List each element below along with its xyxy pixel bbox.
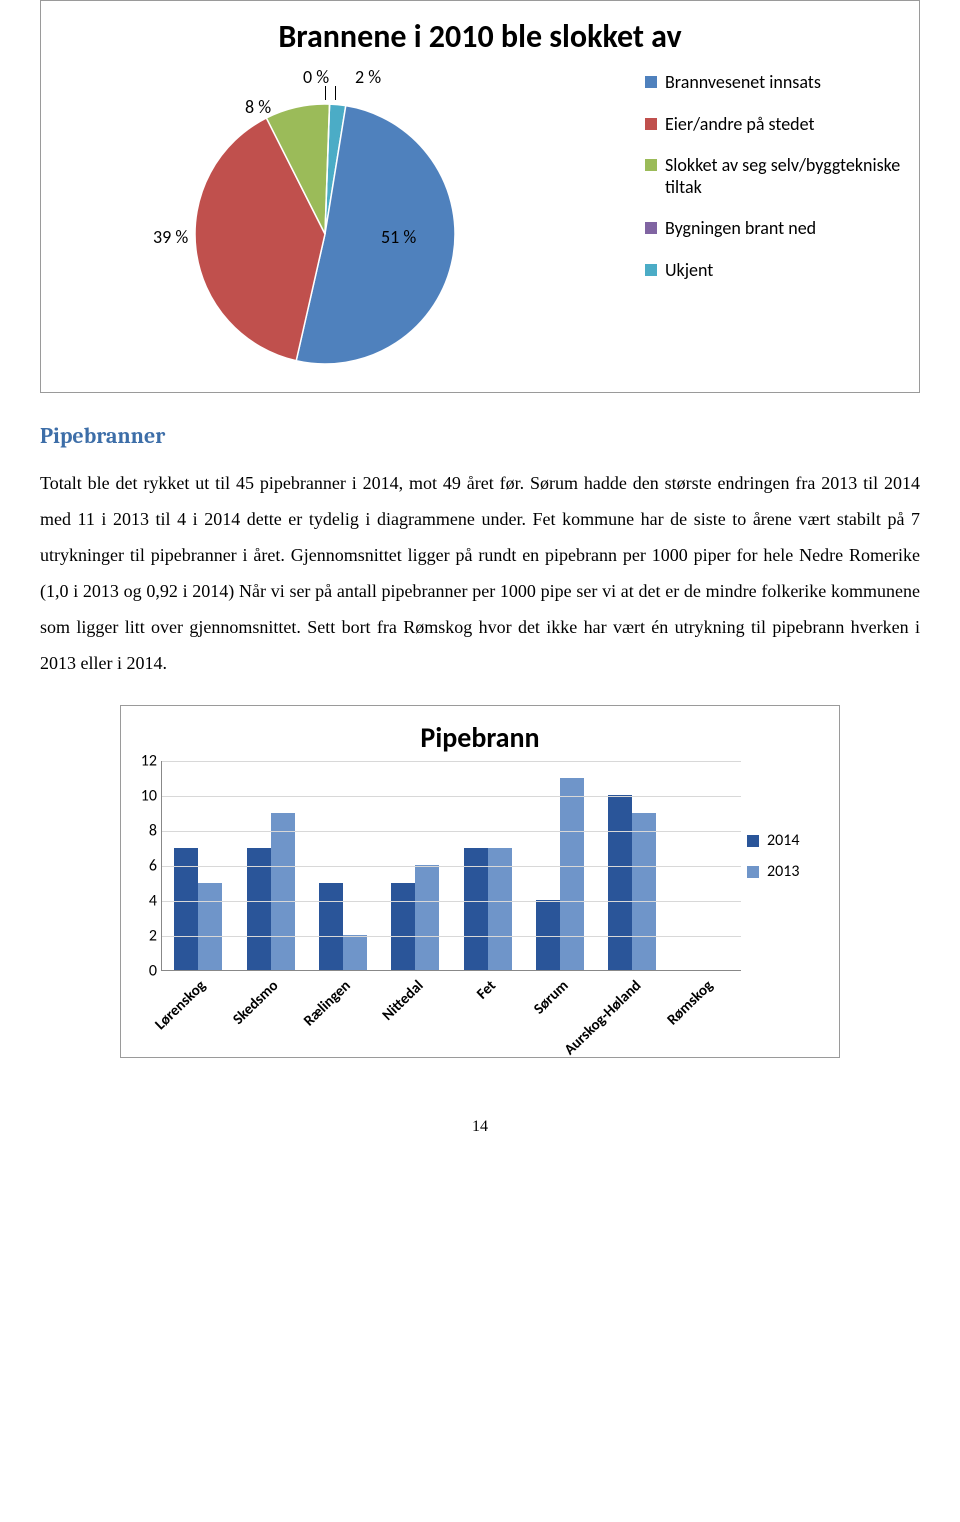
legend-item-2014: 2014	[747, 831, 827, 850]
gridline	[162, 796, 741, 797]
x-tick-label: Rælingen	[306, 971, 379, 1051]
pie-chart-box: Brannene i 2010 ble slokket av 0 % 2 % 8…	[40, 0, 920, 393]
bar	[608, 795, 632, 970]
legend-item-brannvesenet: Brannvesenet innsats	[645, 72, 905, 94]
legend-item-2013: 2013	[747, 862, 827, 881]
bar	[343, 935, 367, 970]
bar	[271, 813, 295, 971]
pie-legend: Brannvesenet innsats Eier/andre på stede…	[645, 64, 905, 302]
pie-label-8pct: 8 %	[245, 96, 271, 118]
legend-item-bygningen: Bygningen brant ned	[645, 218, 905, 240]
legend-item-eier: Eier/andre på stedet	[645, 114, 905, 136]
pie-plot: 0 % 2 % 8 % 39 % 51 %	[55, 64, 635, 374]
x-tick-label: Skedsmo	[234, 971, 307, 1051]
x-tick-label: Lørenskog	[161, 971, 234, 1051]
legend-swatch-icon	[747, 866, 759, 878]
legend-swatch-icon	[747, 835, 759, 847]
y-tick-label: 10	[133, 787, 157, 806]
pie-label-2pct: 2 %	[355, 66, 381, 88]
gridline	[162, 936, 741, 937]
plot-inner	[161, 761, 741, 971]
y-tick-label: 0	[133, 962, 157, 981]
pie-label-0pct: 0 %	[303, 66, 329, 88]
x-tick-label: Nittedal	[379, 971, 452, 1051]
bar-chart-box: Pipebrann LørenskogSkedsmoRælingenNitted…	[120, 705, 840, 1058]
x-tick-label: Rømskog	[669, 971, 742, 1051]
bar-chart-title: Pipebrann	[133, 716, 827, 761]
pie-chart-area: 0 % 2 % 8 % 39 % 51 % Brannvesenet innsa…	[55, 64, 905, 374]
legend-swatch-icon	[645, 76, 657, 88]
legend-item-ukjent: Ukjent	[645, 260, 905, 282]
legend-label: Eier/andre på stedet	[665, 114, 815, 136]
legend-label: Brannvesenet innsats	[665, 72, 821, 94]
x-tick-label: Fet	[451, 971, 524, 1051]
bar	[319, 883, 343, 971]
legend-label: Bygningen brant ned	[665, 218, 816, 240]
legend-swatch-icon	[645, 264, 657, 276]
y-tick-label: 12	[133, 752, 157, 771]
gridline	[162, 761, 741, 762]
bar	[415, 865, 439, 970]
bar-chart-area: LørenskogSkedsmoRælingenNittedalFetSørum…	[133, 761, 827, 1051]
pie-leader-2	[335, 86, 336, 100]
x-tick-label: Aurskog-Høland	[596, 971, 669, 1051]
legend-label: Slokket av seg selv/byggtekniske tiltak	[665, 155, 905, 198]
legend-label: Ukjent	[665, 260, 713, 282]
legend-swatch-icon	[645, 222, 657, 234]
gridline	[162, 866, 741, 867]
y-tick-label: 6	[133, 857, 157, 876]
body-paragraph: Totalt ble det rykket ut til 45 pipebran…	[40, 465, 920, 681]
pie-chart-title: Brannene i 2010 ble slokket av	[55, 11, 905, 64]
pie-label-39pct: 39 %	[153, 226, 188, 248]
bar-plot: LørenskogSkedsmoRælingenNittedalFetSørum…	[133, 761, 741, 1051]
bar	[391, 883, 415, 971]
legend-item-slokket: Slokket av seg selv/byggtekniske tiltak	[645, 155, 905, 198]
y-tick-label: 4	[133, 892, 157, 911]
gridline	[162, 831, 741, 832]
bar	[198, 883, 222, 971]
page-number: 14	[40, 1118, 920, 1136]
legend-label: 2014	[767, 831, 799, 850]
bar	[632, 813, 656, 971]
pie-leader-0	[325, 86, 326, 100]
pie-svg	[55, 64, 575, 374]
pie-label-51pct: 51 %	[381, 226, 416, 248]
y-tick-label: 2	[133, 927, 157, 946]
legend-swatch-icon	[645, 118, 657, 130]
y-tick-label: 8	[133, 822, 157, 841]
section-heading-pipebranner: Pipebranner	[40, 423, 920, 449]
bar	[560, 778, 584, 971]
gridline	[162, 901, 741, 902]
legend-swatch-icon	[645, 159, 657, 171]
bar-legend: 2014 2013	[747, 761, 827, 893]
legend-label: 2013	[767, 862, 799, 881]
x-axis-labels: LørenskogSkedsmoRælingenNittedalFetSørum…	[161, 971, 741, 1051]
bar	[536, 900, 560, 970]
